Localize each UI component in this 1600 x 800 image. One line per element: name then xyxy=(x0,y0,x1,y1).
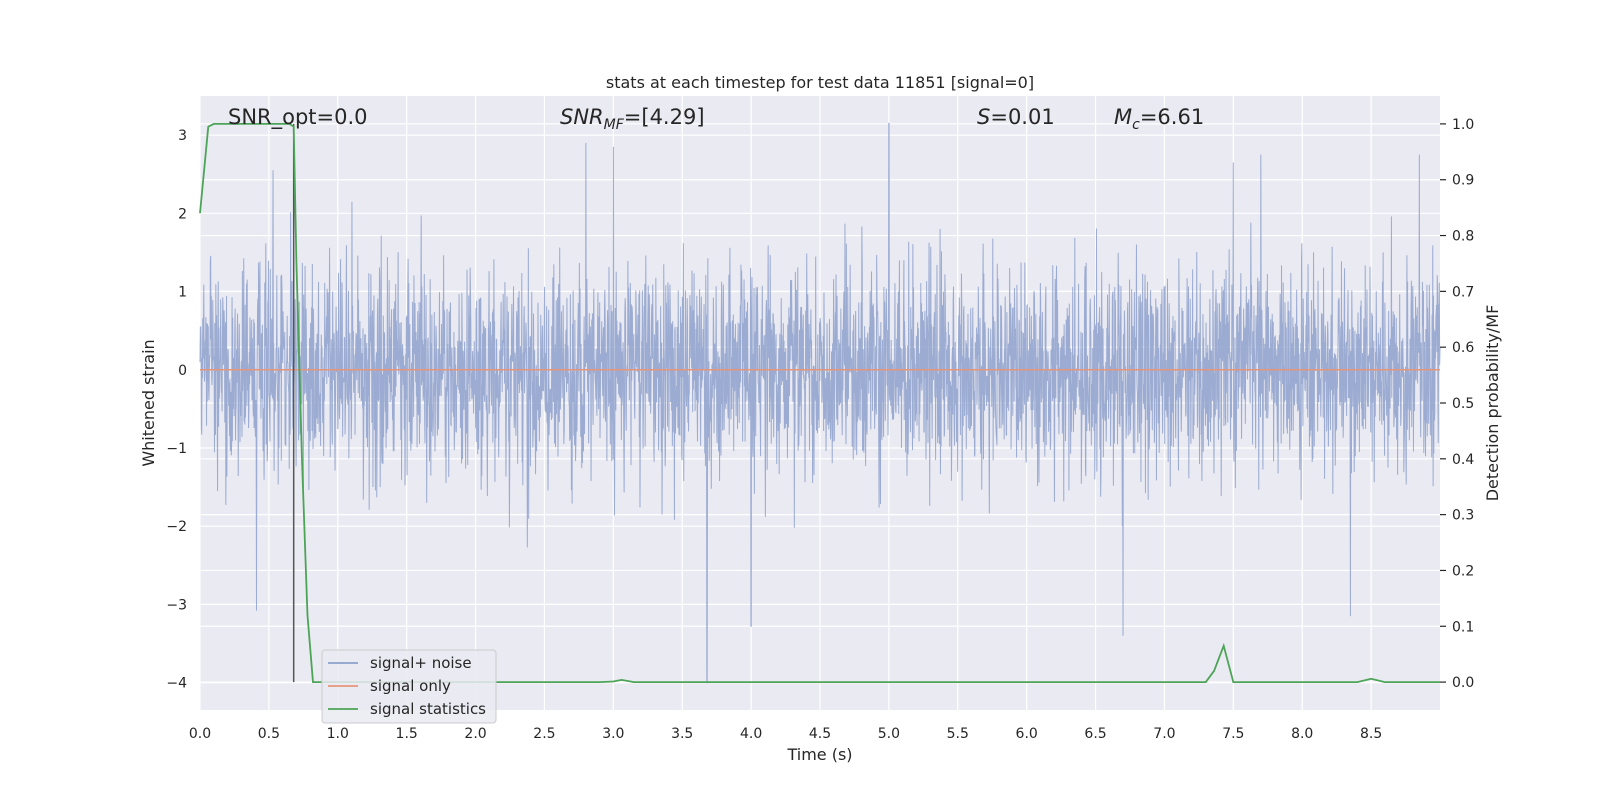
x-tick-label: 0.0 xyxy=(189,726,211,742)
mc-sub: c xyxy=(1132,117,1140,133)
x-tick-label: 5.5 xyxy=(947,726,969,742)
signal-statistics-series xyxy=(199,123,1440,683)
y2-tick-label: 0.3 xyxy=(1452,508,1474,524)
legend-label-signal-only: signal only xyxy=(370,677,451,695)
y2-tick-label: 0.6 xyxy=(1452,340,1474,356)
x-tick-label: 5.0 xyxy=(878,726,900,742)
y-tick-label: −1 xyxy=(166,441,187,457)
y-tick-label: 1 xyxy=(178,285,187,301)
legend-box xyxy=(321,649,497,724)
y2-tick-label: 0.7 xyxy=(1452,284,1474,300)
annotation-mc: Mc=6.61 xyxy=(1114,105,1204,133)
y-tick-label: −3 xyxy=(166,597,187,613)
annotation-s: S=0.01 xyxy=(977,105,1055,129)
y2-axis-label: Detection probability/MF xyxy=(1483,305,1502,502)
y2-tick-label: 0.9 xyxy=(1452,173,1474,189)
x-tick-label: 8.0 xyxy=(1291,726,1313,742)
y-tick-labels: −4 −3 −2 −1 0 1 2 3 xyxy=(166,128,187,692)
x-tick-label: 0.5 xyxy=(258,726,280,742)
y2-tick-label: 0.1 xyxy=(1452,619,1474,635)
y-tick-label: 3 xyxy=(178,128,187,144)
y-tick-label: −2 xyxy=(166,519,187,535)
annotation-snr-mf: SNRMF=[4.29] xyxy=(560,105,705,133)
annotation-snr-opt: SNR_opt=0.0 xyxy=(228,105,368,130)
x-tick-label: 2.5 xyxy=(533,726,555,742)
chart-title: stats at each timestep for test data 118… xyxy=(606,73,1034,92)
x-tick-label: 3.0 xyxy=(602,726,624,742)
x-tick-label: 7.5 xyxy=(1222,726,1244,742)
x-tick-label: 6.5 xyxy=(1084,726,1106,742)
signal-noise-series xyxy=(199,122,1441,684)
y2-tick-label: 1.0 xyxy=(1452,117,1474,133)
x-tick-label: 7.0 xyxy=(1153,726,1175,742)
x-tick-label: 4.0 xyxy=(740,726,762,742)
x-tick-label: 8.5 xyxy=(1360,726,1382,742)
x-tick-label: 2.0 xyxy=(464,726,486,742)
x-tick-label: 1.5 xyxy=(396,726,418,742)
y-tick-label: 2 xyxy=(178,206,187,222)
snr-mf-sub: MF xyxy=(604,117,625,133)
y2-tick-labels: 0.0 0.1 0.2 0.3 0.4 0.5 0.6 0.7 0.8 0.9 1.0 xyxy=(1440,117,1474,691)
y2-tick-label: 0.2 xyxy=(1452,563,1474,579)
y-tick-label: 0 xyxy=(178,363,187,379)
s-main: S xyxy=(977,105,990,129)
y2-tick-label: 0.8 xyxy=(1452,229,1474,245)
legend: signal+ noise signal only signal statist… xyxy=(321,649,497,724)
legend-label-signal-noise: signal+ noise xyxy=(370,654,472,672)
x-axis-label: Time (s) xyxy=(786,745,852,764)
snr-mf-value: =[4.29] xyxy=(624,105,705,129)
x-tick-label: 4.5 xyxy=(809,726,831,742)
x-tick-label: 1.0 xyxy=(327,726,349,742)
x-tick-labels: 0.0 0.5 1.0 1.5 2.0 2.5 3.0 3.5 4.0 4.5 5.0 5.5 6.0 6… xyxy=(189,726,1382,742)
y-axis-label: Whitened strain xyxy=(139,339,158,466)
snr-mf-main: SNR xyxy=(560,105,604,129)
mc-value: =6.61 xyxy=(1140,105,1204,129)
signal-noise-line xyxy=(199,122,1441,684)
x-tick-label: 3.5 xyxy=(671,726,693,742)
mc-main: M xyxy=(1114,105,1132,129)
y2-tick-label: 0.0 xyxy=(1452,675,1474,691)
legend-label-signal-statistics: signal statistics xyxy=(370,700,486,718)
y2-tick-label: 0.4 xyxy=(1452,452,1474,468)
y-tick-label: −4 xyxy=(166,676,187,692)
x-tick-label: 6.0 xyxy=(1016,726,1038,742)
y2-tick-label: 0.5 xyxy=(1452,396,1474,412)
s-value: =0.01 xyxy=(990,105,1054,129)
